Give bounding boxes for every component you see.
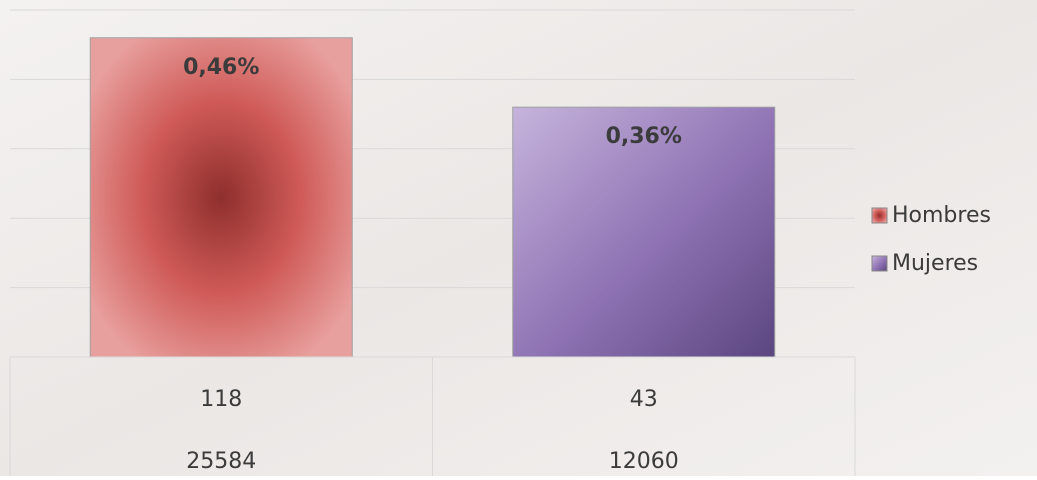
table-cell: 25584 (186, 449, 256, 474)
legend-swatch (872, 208, 887, 223)
legend-label: Hombres (892, 203, 991, 228)
value-label: 0,46% (183, 55, 259, 80)
page: {"chart_data": {"type": "bar", "categori… (0, 0, 1037, 476)
table-cell: 12060 (609, 449, 679, 474)
chart: 0,46% 0,36% 118 43 25584 12060 Hombres Mujeres (0, 0, 1037, 476)
table-cell: 43 (630, 387, 658, 412)
legend-label: Mujeres (892, 251, 978, 276)
value-label: 0,36% (606, 124, 682, 149)
bar (90, 38, 352, 357)
table-cell: 118 (200, 387, 242, 412)
legend-swatch (872, 256, 887, 271)
